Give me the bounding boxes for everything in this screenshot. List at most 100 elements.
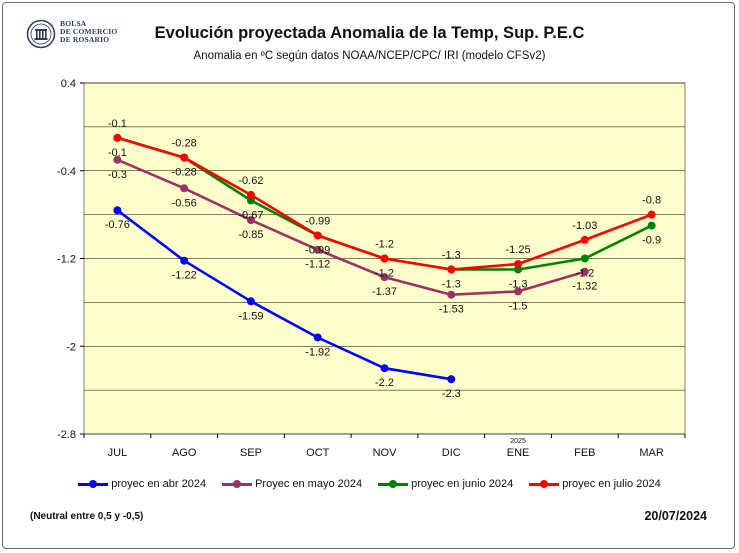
x-tick-label: JUL [108,447,128,459]
y-tick-label: -2.8 [57,429,76,441]
data-point [246,297,255,306]
data-label: -1.22 [172,270,197,282]
data-label: -1.2 [375,268,394,280]
data-point [580,235,589,244]
data-point [380,273,389,282]
data-label: -0.85 [238,229,263,241]
data-point [514,287,523,296]
legend-item: proyec en julio 2024 [529,478,661,490]
legend-item: Proyec en mayo 2024 [222,478,362,490]
report-date: 20/07/2024 [644,509,707,523]
data-label: -1.92 [305,346,330,358]
series-line-2 [116,158,586,296]
legend-label: proyec en junio 2024 [411,478,514,490]
seal-icon [26,19,56,49]
x-tick-label: AGO [172,447,197,459]
data-point [180,256,189,265]
data-label: -0.99 [305,244,330,256]
y-tick-label: 0.4 [61,78,76,90]
data-label: -0.76 [105,219,130,231]
data-point [647,210,656,219]
logo-line-3: DE ROSARIO [60,35,110,44]
x-tick-label: MAR [639,447,664,459]
data-label: -1.25 [506,244,531,256]
data-point [246,216,255,225]
data-label: -2.2 [375,377,394,389]
logo-line-2: DE COMERCIO [60,27,118,36]
bolsa-logo: BOLSA DE COMERCIO DE ROSARIO [26,19,136,51]
data-point [447,265,456,274]
logo-line-1: BOLSA [60,19,87,28]
x-tick-label: ENE [507,447,530,459]
data-point [447,375,456,384]
data-label: -0.1 [108,118,127,130]
data-label: -1.3 [509,278,528,290]
x-tick-label: OCT [306,447,330,459]
data-label: -1.5 [509,300,528,312]
legend-label: proyec en julio 2024 [562,478,661,490]
data-point [514,259,523,268]
data-label: -1.2 [575,268,594,280]
data-label: -0.56 [172,197,197,209]
legend-swatch [529,479,560,489]
data-point [380,364,389,373]
x-tick-label: FEB [574,447,595,459]
y-tick-label: -0.4 [57,166,76,178]
data-label: -0.9 [642,235,661,247]
legend-swatch [78,479,109,489]
legend-item: proyec en abr 2024 [78,478,206,490]
data-label: -0.3 [108,169,127,181]
data-label: -0.28 [172,138,197,150]
data-point [647,221,656,230]
data-point [180,184,189,193]
data-label: -0.28 [172,167,197,179]
data-label: -0.1 [108,147,127,159]
legend-swatch [378,479,409,489]
footnote: (Neutral entre 0,5 y -0,5) [30,511,144,522]
data-point [514,265,523,274]
y-tick-label: -2 [66,341,76,353]
y-tick-label: -1.2 [57,254,76,266]
legend-swatch [222,479,253,489]
data-point [447,290,456,299]
x-tick-label: NOV [373,447,398,459]
data-label: -0.99 [305,215,330,227]
logo-text: BOLSA DE COMERCIO DE ROSARIO [60,20,117,44]
data-label: -1.37 [372,286,397,298]
data-point [113,155,122,164]
legend-label: proyec en abr 2024 [111,478,207,490]
legend-item: proyec en junio 2024 [378,478,513,490]
legend-label: Proyec en mayo 2024 [255,478,363,490]
data-label: -1.59 [238,310,263,322]
data-label: -1.3 [442,249,461,261]
data-point [380,254,389,263]
year-marker: 2025 [510,438,526,445]
data-label: -0.67 [238,209,263,221]
data-point [180,153,189,162]
data-label: -1.12 [305,259,330,271]
data-label: -0.62 [238,175,263,187]
data-label: -0.8 [642,195,661,207]
data-label: -1.3 [442,278,461,290]
chart-title: Evolución proyectada Anomalia de la Temp… [154,24,585,42]
data-point [246,190,255,199]
data-label: -1.2 [375,239,394,251]
x-tick-label: DIC [442,447,461,459]
line-chart: 0.4 -0.4 -1.2 -2 -2.8 JUL AGO SEP OCT NOV DIC ENE 20… [57,78,686,459]
data-point [580,254,589,263]
series-line-1 [116,209,452,381]
data-point [113,206,122,215]
data-label: -1.03 [572,220,597,232]
chart-subtitle: Anomalia en ºC según datos NOAA/NCEP/CPC… [193,50,546,62]
data-point [313,333,322,342]
data-label: -2.3 [442,388,461,400]
chart-legend: proyec en abr 2024 Proyec en mayo 2024 pro… [0,478,739,490]
data-point [580,267,589,276]
data-label: -1.53 [439,304,464,316]
data-point [313,231,322,240]
data-point [113,133,122,142]
data-point [313,245,322,254]
data-label: -1.32 [572,281,597,293]
data-point [246,196,255,205]
x-tick-label: SEP [240,447,262,459]
